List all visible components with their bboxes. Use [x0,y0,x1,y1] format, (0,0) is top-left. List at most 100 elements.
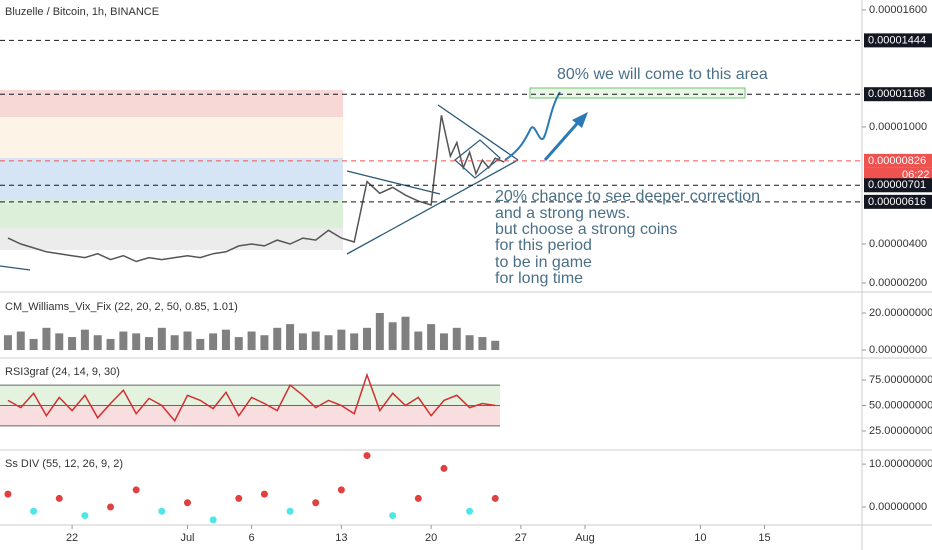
bar [247,331,256,351]
annotation: and a strong news. [495,205,630,222]
triangle [454,139,501,179]
zone [0,200,343,228]
y-tick-label: 50.00000000 [869,399,932,411]
bar [311,331,320,351]
bar [273,327,282,351]
dot [158,507,166,515]
indicator-label: CM_Williams_Vix_Fix (22, 20, 2, 50, 0.85… [5,301,238,313]
bar [157,327,166,351]
bar [132,333,141,351]
level-label: 0.00001444 [868,34,926,46]
dot [81,512,89,520]
x-tick-label: 6 [249,532,255,544]
price-line [7,115,505,263]
band-fill [0,405,500,426]
zone [0,117,343,158]
bar [93,335,102,351]
dot [389,512,397,520]
dot [235,494,243,502]
y-tick-label: 20.00000000 [869,307,932,319]
bar [478,337,487,351]
arrow [543,117,584,161]
dot [440,464,448,472]
x-tick-label: 13 [335,532,347,544]
y-tick-label: 0.00000400 [869,238,927,250]
bar [145,337,154,351]
dot [132,486,140,494]
x-tick-label: 20 [425,532,437,544]
level-label: 0.00000616 [868,196,926,208]
bar [55,333,64,351]
dot [363,452,371,460]
arrowhead [572,112,588,128]
dot [491,494,499,502]
y-tick-label: 10.00000000 [869,458,932,470]
zone [0,158,343,200]
trend-line [0,265,31,271]
bar [286,324,295,351]
y-tick-label: 0.00000200 [869,277,927,289]
indicator-label: RSI3graf (24, 14, 9, 30) [5,366,120,378]
bar [298,333,307,351]
annotation: for long time [495,270,583,287]
y-tick-label: 0.00001600 [869,4,927,16]
bar [68,337,77,351]
bar [209,333,218,351]
bar [80,329,89,351]
zone [0,228,343,250]
x-tick-label: 15 [758,532,770,544]
bar [221,329,230,351]
dot [183,499,191,507]
y-tick-label: 0.00000000 [869,344,927,356]
level-label: 0.00000701 [868,179,926,191]
bar [196,338,205,351]
dot [4,490,12,498]
bar [465,335,474,351]
x-tick-label: Jul [180,532,194,544]
dot [286,507,294,515]
dot [209,516,217,524]
x-tick-label: 10 [694,532,706,544]
y-tick-label: 25.00000000 [869,425,932,437]
bar [324,335,333,351]
bar [183,331,192,351]
annotation: but choose a strong coins [495,221,677,238]
dot [30,507,38,515]
bar [452,327,461,351]
bar [401,316,410,351]
dot [107,503,115,511]
projection [504,91,561,161]
dot [55,494,63,502]
bar [119,331,128,351]
bar [414,331,423,351]
annotation: 20% chance to see deeper correction [495,188,760,205]
bar [106,338,115,351]
band-fill [0,385,500,406]
level-label: 0.00001168 [868,88,925,100]
price-line [7,372,496,423]
level-label: 0.00000826 [868,155,926,167]
trend-line [346,170,441,195]
bar [491,340,500,351]
level-box [864,153,932,168]
dot [466,507,474,515]
indicator-label: Ss DIV (55, 12, 26, 9, 2) [5,458,123,470]
dot [260,490,268,498]
bar [170,335,179,351]
bar [16,331,25,351]
trend-line [437,104,519,161]
countdown: 06:22 [902,169,930,181]
bar [350,333,359,351]
x-tick-label: 27 [515,532,527,544]
bar [388,322,397,351]
level-box [864,33,932,48]
bar [439,333,448,351]
annotation: 80% we will come to this area [557,66,768,83]
level-box [864,178,932,193]
dot [312,499,320,507]
annotation: for this period [495,237,592,254]
level-box [864,194,932,209]
annotation: to be in game [495,254,592,271]
